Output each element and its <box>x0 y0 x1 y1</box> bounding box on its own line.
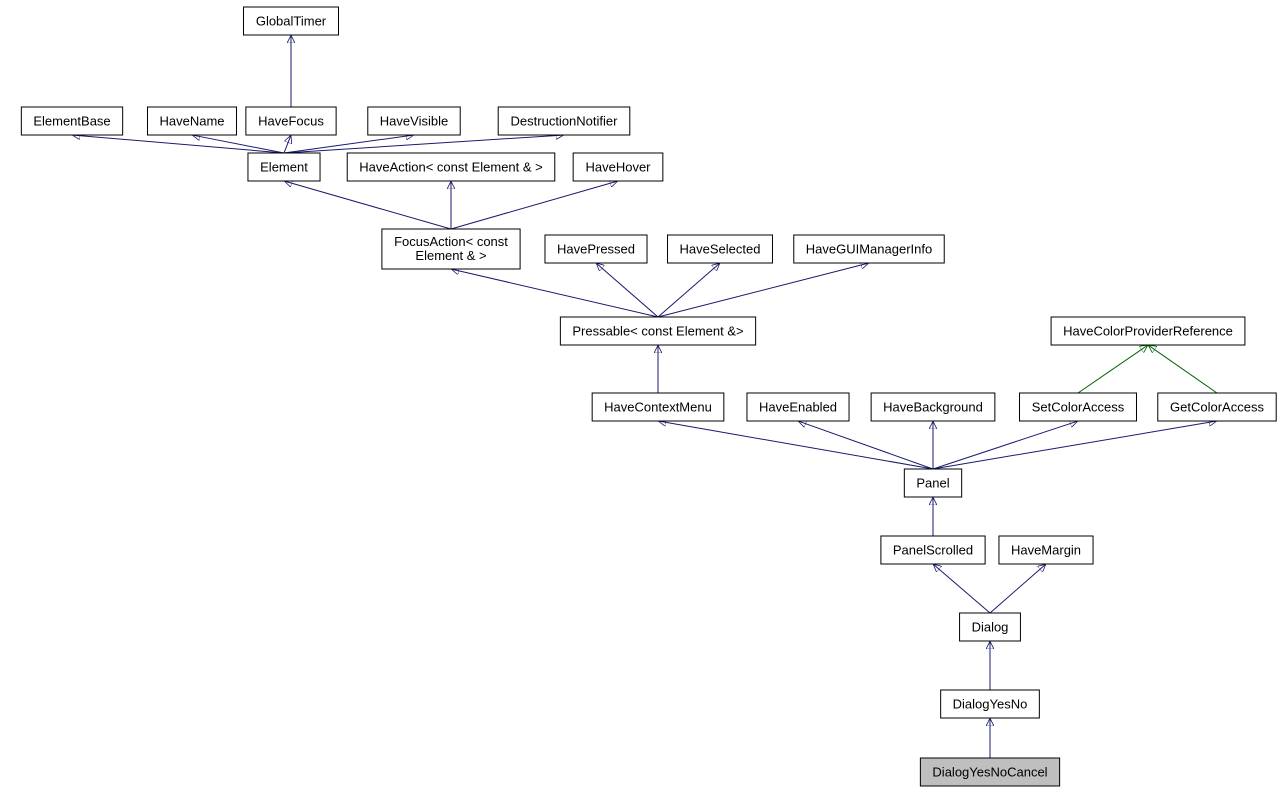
node-dialogYesNoCancel[interactable]: DialogYesNoCancel <box>920 758 1059 786</box>
node-havePressed[interactable]: HavePressed <box>545 235 647 263</box>
node-focusAction[interactable]: FocusAction< constElement & > <box>382 229 520 269</box>
node-destructionNotifier[interactable]: DestructionNotifier <box>498 107 630 135</box>
node-haveMargin[interactable]: HaveMargin <box>999 536 1093 564</box>
node-setColorAccess[interactable]: SetColorAccess <box>1020 393 1137 421</box>
node-label: DialogYesNo <box>953 696 1028 711</box>
node-getColorAccess[interactable]: GetColorAccess <box>1158 393 1276 421</box>
inheritance-diagram: GlobalTimer ElementBase HaveName HaveFocus H… <box>0 0 1284 799</box>
edge-focusAction-to-element <box>285 181 451 229</box>
node-label: HaveVisible <box>380 113 448 128</box>
node-label: DialogYesNoCancel <box>932 764 1047 779</box>
node-label: HaveAction< const Element & > <box>359 159 543 174</box>
node-haveColorProvRef[interactable]: HaveColorProviderReference <box>1051 317 1245 345</box>
node-label: GlobalTimer <box>256 13 327 28</box>
node-label: HaveGUIManagerInfo <box>806 241 932 256</box>
node-label: GetColorAccess <box>1170 399 1264 414</box>
node-element[interactable]: Element <box>248 153 320 181</box>
node-elementBase[interactable]: ElementBase <box>21 107 122 135</box>
edge-panel-to-setColorAccess <box>933 421 1077 469</box>
edge-element-to-haveFocus <box>284 136 291 153</box>
node-label: HaveMargin <box>1011 542 1081 557</box>
node-panelScrolled[interactable]: PanelScrolled <box>881 536 985 564</box>
node-label: SetColorAccess <box>1032 399 1125 414</box>
node-haveBackground[interactable]: HaveBackground <box>871 393 995 421</box>
node-globalTimer[interactable]: GlobalTimer <box>244 7 339 35</box>
node-haveEnabled[interactable]: HaveEnabled <box>747 393 849 421</box>
node-panel[interactable]: Panel <box>904 469 961 497</box>
node-label: ElementBase <box>33 113 110 128</box>
node-haveGUIManagerInfo[interactable]: HaveGUIManagerInfo <box>794 235 944 263</box>
nodes-layer: GlobalTimer ElementBase HaveName HaveFocus H… <box>21 7 1276 786</box>
node-haveFocus[interactable]: HaveFocus <box>246 107 336 135</box>
node-label: HaveEnabled <box>759 399 837 414</box>
node-label: Dialog <box>972 619 1009 634</box>
node-haveVisible[interactable]: HaveVisible <box>368 107 460 135</box>
edge-element-to-elementBase <box>73 135 284 153</box>
edge-focusAction-to-haveHover <box>451 181 617 229</box>
node-pressable[interactable]: Pressable< const Element &> <box>560 317 755 345</box>
edge-pressable-to-focusAction <box>452 269 658 317</box>
node-label: Element <box>260 159 308 174</box>
node-label: Panel <box>916 475 949 490</box>
edge-element-to-haveName <box>193 135 284 153</box>
edge-element-to-destructionNotifier <box>284 135 563 153</box>
edge-panel-to-haveContextMenu <box>659 421 933 469</box>
node-label: HaveContextMenu <box>604 399 712 414</box>
node-label: HaveSelected <box>680 241 761 256</box>
node-label: PanelScrolled <box>893 542 973 557</box>
edge-dialog-to-haveMargin <box>990 565 1045 613</box>
edge-pressable-to-havePressed <box>597 264 658 317</box>
node-label: HaveFocus <box>258 113 324 128</box>
node-dialog[interactable]: Dialog <box>960 613 1021 641</box>
node-label: DestructionNotifier <box>511 113 619 128</box>
edge-getColorAccess-to-haveColorProvRef <box>1149 346 1217 393</box>
edge-setColorAccess-to-haveColorProvRef <box>1078 346 1147 393</box>
node-label: HaveHover <box>585 159 651 174</box>
node-label: HavePressed <box>557 241 635 256</box>
node-haveSelected[interactable]: HaveSelected <box>668 235 773 263</box>
edge-panel-to-haveEnabled <box>799 421 933 469</box>
node-label: Pressable< const Element &> <box>572 323 743 338</box>
edge-element-to-haveVisible <box>284 135 413 153</box>
edge-panel-to-getColorAccess <box>933 421 1216 469</box>
node-label: HaveName <box>159 113 224 128</box>
node-haveAction[interactable]: HaveAction< const Element & > <box>347 153 555 181</box>
node-haveContextMenu[interactable]: HaveContextMenu <box>592 393 724 421</box>
node-label: HaveBackground <box>883 399 983 414</box>
edge-dialog-to-panelScrolled <box>934 565 990 613</box>
node-label: HaveColorProviderReference <box>1063 323 1233 338</box>
node-haveHover[interactable]: HaveHover <box>573 153 663 181</box>
node-dialogYesNo[interactable]: DialogYesNo <box>941 690 1040 718</box>
node-haveName[interactable]: HaveName <box>147 107 236 135</box>
